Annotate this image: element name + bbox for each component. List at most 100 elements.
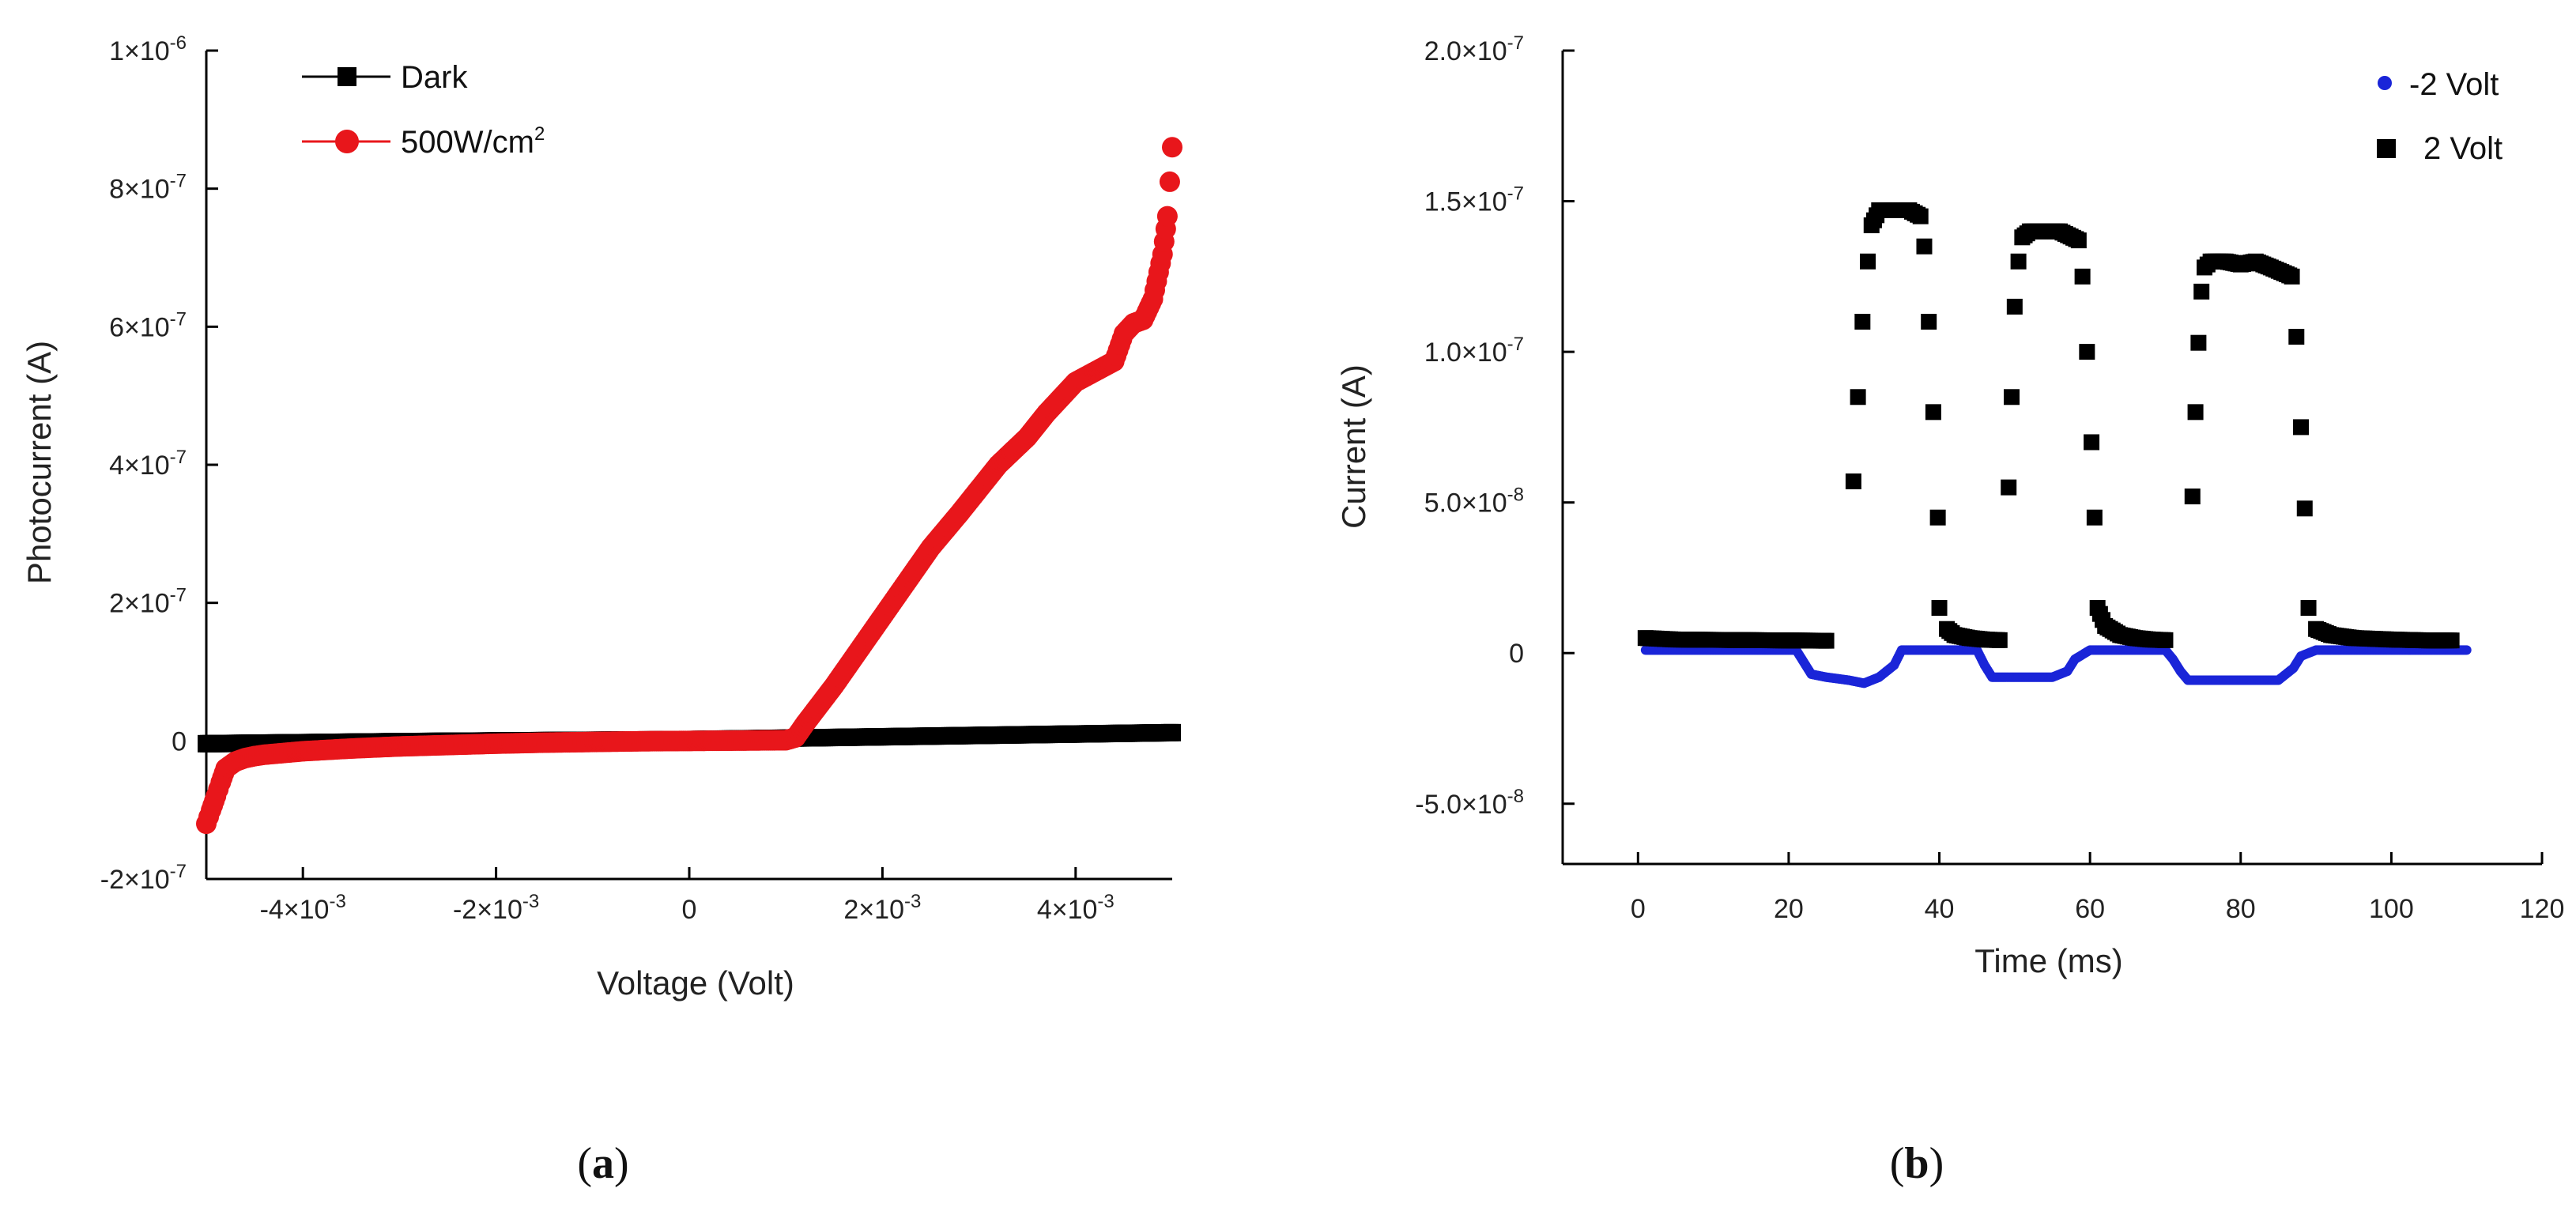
panel-b-2v-point (2001, 479, 2017, 496)
panel-a-y-tick-label-1-mantissa: 0 (172, 726, 187, 756)
panel-a-illuminated-point (1156, 206, 1178, 227)
panel-b-2v-point (2190, 334, 2207, 351)
legend-2v-label: 2 Volt (2423, 131, 2502, 166)
panel-a-dark-point (1164, 723, 1181, 741)
panel-b-2v-point (1921, 314, 1937, 330)
panel-b: -5.0×10-805.0×10-81.0×10-71.5×10-72.0×10… (1335, 32, 2564, 979)
panel-b-2v-point (1845, 473, 1861, 489)
panel-b-2v-point (1931, 600, 1948, 617)
panel-a-x-tick-label-0: -4×10-3 (260, 891, 346, 925)
panel-a-y-tick-label-5-mantissa: 8×10 (109, 175, 170, 205)
panel-b-x-tick-label-4-mantissa: 80 (2226, 894, 2256, 924)
panel-b-x-tick-label-3: 60 (2075, 894, 2105, 924)
panel-a-y-tick-label-2-mantissa: 2×10 (109, 589, 170, 619)
panel-b-y-tick-label-0-exponent: -8 (1507, 786, 1524, 807)
panel-b-x-tick-label-6-mantissa: 120 (2520, 894, 2565, 924)
panel-b-2v-point (2084, 434, 2100, 451)
panel-b-y-tick-label-4-exponent: -7 (1507, 183, 1524, 205)
panel-a-y-tick-label-3-exponent: -7 (170, 447, 187, 468)
panel-b-2v-point (2184, 489, 2201, 505)
panel-b-2v-point (2293, 419, 2310, 436)
panel-a-x-tick-label-3-mantissa: 2×10 (843, 895, 904, 925)
panel-b-2v-point (2288, 329, 2305, 345)
panel-b-x-tick-label-3-mantissa: 60 (2075, 894, 2105, 924)
panel-b-y-tick-label-2-exponent: -8 (1507, 485, 1524, 506)
panel-b-x-tick-label-4: 80 (2226, 894, 2256, 924)
panel-b-2v-point (1859, 253, 1876, 270)
panel-b-2v-point (2441, 632, 2457, 649)
panel-b-2v-point (2010, 253, 2027, 270)
panel-b-y-tick-label-4-mantissa: 1.5×10 (1424, 187, 1507, 217)
panel-a-x-tick-label-1-mantissa: -2×10 (453, 895, 522, 925)
panel-a-y-tick-label-6: 1×10-6 (109, 32, 187, 66)
panel-b-y-tick-label-1-mantissa: 0 (1509, 639, 1524, 669)
panel-a-x-axis-title: Voltage (Volt) (597, 964, 794, 1002)
panel-a-y-tick-label-6-exponent: -6 (170, 32, 187, 54)
legend-light-label-sup: 2 (534, 123, 545, 145)
panel-a-y-tick-label-2-exponent: -7 (170, 585, 187, 606)
panel-b-2v-point (2006, 298, 2023, 315)
panel-a-x-tick-label-1: -2×10-3 (453, 891, 539, 925)
legend-light-label-text: 500W/cm (401, 125, 534, 160)
panel-a-x-tick-label-0-exponent: -3 (329, 891, 345, 912)
panel-b-legend: -2 Volt 2 Volt (2377, 67, 2502, 166)
panel-a-y-tick-label-4-mantissa: 6×10 (109, 312, 170, 342)
panel-b-y-axis-title: Current (A) (1335, 364, 1372, 529)
panel-a-x-tick-label-3: 2×10-3 (843, 891, 921, 925)
panel-b-x-tick-label-5-mantissa: 100 (2369, 894, 2414, 924)
panel-b-2v-point (1989, 632, 2005, 648)
panel-b-2v-point (1929, 509, 1946, 526)
panel-b-2v-point (2187, 404, 2204, 421)
panel-b-x-tick-label-0: 0 (1631, 894, 1646, 924)
panel-b-2v-point (1816, 632, 1832, 649)
panel-a-x-tick-label-4: 4×10-3 (1037, 891, 1115, 925)
panel-b-x-axis-title: Time (ms) (1974, 942, 2122, 979)
panel-a-y-tick-label-1: 0 (172, 726, 187, 756)
panel-b-x-tick-label-1-mantissa: 20 (1774, 894, 1804, 924)
panel-a-legend: Dark 500W/cm2 (302, 60, 545, 160)
panel-a-x-tick-label-1-exponent: -3 (522, 891, 539, 912)
panel-a-x-tick-label-0-mantissa: -4×10 (260, 895, 330, 925)
panel-b-y-tick-label-5-mantissa: 2.0×10 (1424, 36, 1507, 66)
panel-a-y-axis-title: Photocurrent (A) (21, 341, 58, 584)
panel-a-illuminated-point (1162, 137, 1182, 158)
panel-b-2v-point (2086, 509, 2103, 526)
caption-b-letter: b (1904, 1139, 1929, 1188)
panel-a-y-tick-label-5: 8×10-7 (109, 171, 187, 205)
legend-light-marker (335, 130, 359, 153)
panel-b-y-tick-label-2: 5.0×10-8 (1424, 485, 1524, 519)
caption-a: (a) (577, 1139, 628, 1188)
panel-b-y-tick-label-5: 2.0×10-7 (1424, 32, 1524, 66)
legend-light-label: 500W/cm2 (401, 123, 545, 160)
panel-b-y-tick-label-3-exponent: -7 (1507, 334, 1524, 355)
panel-b-2v-point (2004, 389, 2020, 406)
panel-a-y-tick-label-3: 4×10-7 (109, 447, 187, 481)
panel-b-2v-point (1910, 206, 1926, 223)
panel-b-y-tick-label-4: 1.5×10-7 (1424, 183, 1524, 217)
panel-b-2v-point (1925, 404, 1941, 421)
panel-b-x-tick-label-6: 120 (2520, 894, 2565, 924)
panel-a-x-tick-label-2-mantissa: 0 (682, 895, 697, 925)
panel-b-y-tick-label-3-mantissa: 1.0×10 (1424, 338, 1507, 368)
panel-a-illuminated-point (1159, 171, 1180, 192)
panel-b-y-tick-label-3: 1.0×10-7 (1424, 334, 1524, 368)
panel-b-2v-point (2079, 344, 2095, 360)
panel-b-y-tick-label-5-exponent: -7 (1507, 32, 1524, 54)
panel-b-x-tick-label-1: 20 (1774, 894, 1804, 924)
legend-neg2v-label: -2 Volt (2409, 67, 2499, 102)
panel-b-x-tick-label-2-mantissa: 40 (1925, 894, 1955, 924)
panel-b-2v-point (1850, 389, 1866, 406)
panel-a-y-tick-label-4-exponent: -7 (170, 308, 187, 330)
panel-b-2v-point (2300, 600, 2317, 617)
panel-b-2v-point (1854, 314, 1871, 330)
panel-a-y-tick-label-5-exponent: -7 (170, 171, 187, 192)
panel-b-2v-point (2155, 632, 2171, 648)
panel-b-2v-point (2068, 231, 2084, 247)
panel-b-y-tick-label-2-mantissa: 5.0×10 (1424, 489, 1507, 519)
panel-a-y-tick-label-3-mantissa: 4×10 (109, 451, 170, 481)
panel-b-y-tick-label-0: -5.0×10-8 (1415, 786, 1524, 820)
legend-2v-marker (2377, 139, 2396, 158)
panel-a-y-tick-label-6-mantissa: 1×10 (109, 36, 170, 66)
panel-a-y-tick-label-4: 6×10-7 (109, 308, 187, 342)
